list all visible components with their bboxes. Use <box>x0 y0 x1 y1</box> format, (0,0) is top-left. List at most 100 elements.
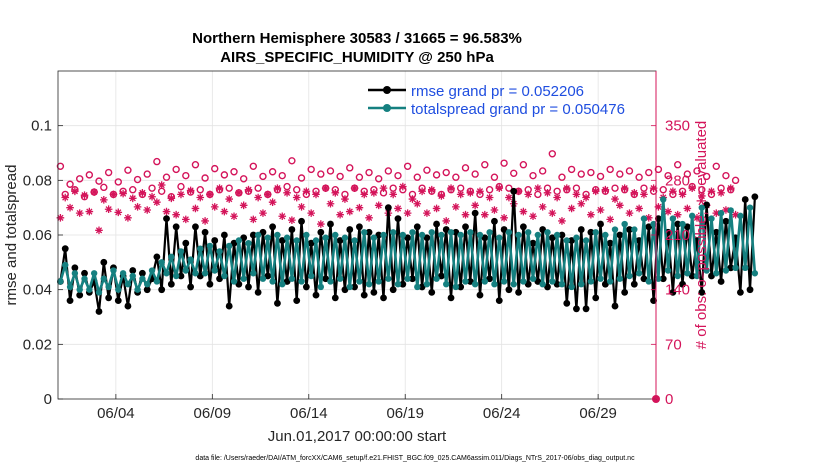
obs-evaluated-point <box>548 209 557 217</box>
obs-evaluated-point <box>278 212 287 221</box>
obs-possible-point <box>505 184 513 192</box>
rmse-point <box>462 223 469 231</box>
legend-label-spread: totalspread grand pr = 0.050476 <box>411 101 625 118</box>
totalspread-point <box>578 281 585 288</box>
obs-evaluated-point <box>90 188 98 196</box>
totalspread-point <box>525 229 532 236</box>
obs-evaluated-point <box>206 190 214 199</box>
obs-evaluated-point <box>66 203 74 212</box>
totalspread-point <box>351 237 358 244</box>
totalspread-point <box>192 270 199 277</box>
totalspread-point <box>380 231 387 239</box>
rmse-point <box>476 291 484 299</box>
rmse-point <box>172 223 180 231</box>
obs-evaluated-point <box>688 184 696 192</box>
obs-evaluated-point <box>577 199 586 208</box>
totalspread-point <box>298 278 305 285</box>
totalspread-point <box>197 245 204 252</box>
totalspread-point <box>737 212 744 220</box>
totalspread-point <box>505 229 513 236</box>
rmse-point <box>259 228 267 236</box>
totalspread-point <box>635 270 643 277</box>
obs-evaluated-point <box>56 214 65 222</box>
rmse-point <box>322 275 330 283</box>
totalspread-point <box>269 278 276 285</box>
obs-evaluated-point <box>157 181 166 189</box>
chart-title: Northern Hemisphere 30583 / 31665 = 96.5… <box>192 30 522 47</box>
obs-possible-point <box>683 170 692 178</box>
totalspread-point <box>341 234 349 241</box>
y2-tick-label: 140 <box>665 282 690 299</box>
obs-possible-point <box>558 173 566 181</box>
totalspread-point <box>510 281 517 288</box>
obs-evaluated-point <box>239 201 248 210</box>
totalspread-point <box>307 272 315 280</box>
totalspread-point <box>293 237 300 244</box>
obs-evaluated-point <box>673 210 682 219</box>
obs-possible-point <box>423 166 431 174</box>
rmse-point <box>659 275 667 283</box>
totalspread-point <box>727 207 734 214</box>
rmse-point <box>360 291 368 299</box>
rmse-point <box>71 264 79 272</box>
rmse-point <box>423 234 431 242</box>
obs-evaluated-point <box>620 184 629 192</box>
totalspread-point <box>245 240 252 247</box>
totalspread-point <box>394 281 402 288</box>
obs-possible-point <box>611 184 619 192</box>
totalspread-point <box>621 220 628 228</box>
obs-possible-point <box>326 167 335 175</box>
obs-possible-point <box>196 186 204 194</box>
y-tick-label: 0.06 <box>23 227 52 244</box>
totalspread-point <box>549 278 556 285</box>
obs-evaluated-point <box>307 209 315 217</box>
obs-evaluated-point <box>196 193 205 202</box>
obs-possible-point <box>645 168 653 177</box>
totalspread-point <box>182 267 189 274</box>
totalspread-point <box>279 281 286 288</box>
totalspread-point <box>688 212 696 220</box>
obs-evaluated-point <box>476 187 484 196</box>
obs-evaluated-point <box>326 199 335 208</box>
obs-evaluated-point <box>418 187 426 196</box>
totalspread-point <box>544 229 551 236</box>
obs-evaluated-point <box>181 215 190 224</box>
obs-evaluated-point <box>259 209 267 217</box>
obs-evaluated-point <box>707 187 716 196</box>
obs-possible-point <box>664 171 672 180</box>
totalspread-point <box>660 196 667 203</box>
totalspread-point <box>254 231 262 239</box>
totalspread-point <box>563 237 570 244</box>
rmse-point <box>269 223 277 231</box>
obs-possible-point <box>56 162 65 170</box>
obs-evaluated-point <box>683 204 692 213</box>
obs-possible-point <box>293 186 301 194</box>
rmse-point <box>356 223 363 231</box>
totalspread-point <box>172 272 180 280</box>
rmse-point <box>452 228 460 236</box>
obs-possible-point <box>85 171 94 179</box>
obs-possible-point <box>254 184 262 192</box>
obs-evaluated-point <box>235 189 243 197</box>
totalspread-point <box>471 281 479 288</box>
obs-possible-point <box>133 175 142 184</box>
rmse-point <box>293 297 301 304</box>
obs-evaluated-point <box>186 186 195 195</box>
totalspread-point <box>332 231 339 239</box>
x-tick-label: 06/04 <box>97 405 135 422</box>
obs-evaluated-point <box>587 210 595 219</box>
series-layer <box>56 150 759 403</box>
obs-possible-point <box>485 186 494 194</box>
obs-evaluated-point <box>85 207 94 216</box>
obs-possible-point <box>616 170 624 178</box>
totalspread-point <box>529 275 537 282</box>
totalspread-point <box>124 281 132 288</box>
totalspread-point <box>631 226 638 233</box>
obs-possible-point <box>587 168 595 177</box>
rmse-point <box>380 294 387 302</box>
obs-evaluated-point <box>640 190 648 199</box>
rmse-point <box>626 226 633 233</box>
x-tick-label: 06/29 <box>579 405 617 422</box>
obs-possible-point <box>567 165 576 174</box>
data-file-footer: data file: /Users/raeder/DAI/ATM_forcXX/… <box>195 455 635 462</box>
